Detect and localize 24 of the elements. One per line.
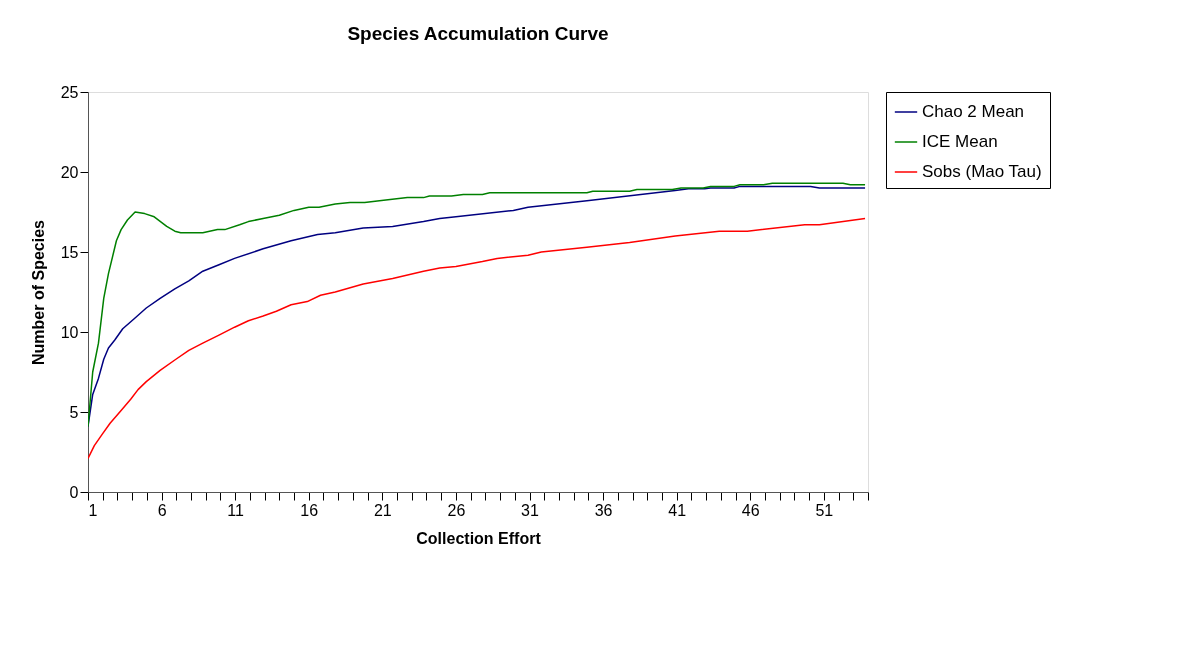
legend-label: Sobs (Mao Tau) [922,162,1042,181]
x-tick-label: 26 [447,501,466,519]
y-tick-label: 0 [69,483,79,501]
y-axis-title: Number of Species [29,219,47,365]
chart-title: Species Accumulation Curve [347,23,609,44]
legend-label: Chao 2 Mean [922,102,1025,121]
x-tick-label: 51 [815,501,834,519]
y-tick-label: 25 [60,83,79,101]
x-tick-label: 11 [227,501,245,519]
x-tick-label: 41 [668,501,687,519]
x-axis-title: Collection Effort [416,529,542,547]
y-tick-label: 10 [60,323,79,341]
x-tick-label: 46 [741,501,760,519]
x-tick-label: 21 [373,501,392,519]
x-tick-label: 6 [157,501,167,519]
y-tick-label: 20 [60,163,79,181]
legend-label: ICE Mean [922,132,998,151]
line-series [88,217,866,460]
x-tick-label: 36 [594,501,613,519]
x-tick-label: 1 [88,501,98,519]
x-tick-label: 31 [521,501,540,519]
y-tick-label: 15 [60,243,79,261]
x-tick-label: 16 [300,501,319,519]
y-tick-label: 5 [69,403,79,421]
